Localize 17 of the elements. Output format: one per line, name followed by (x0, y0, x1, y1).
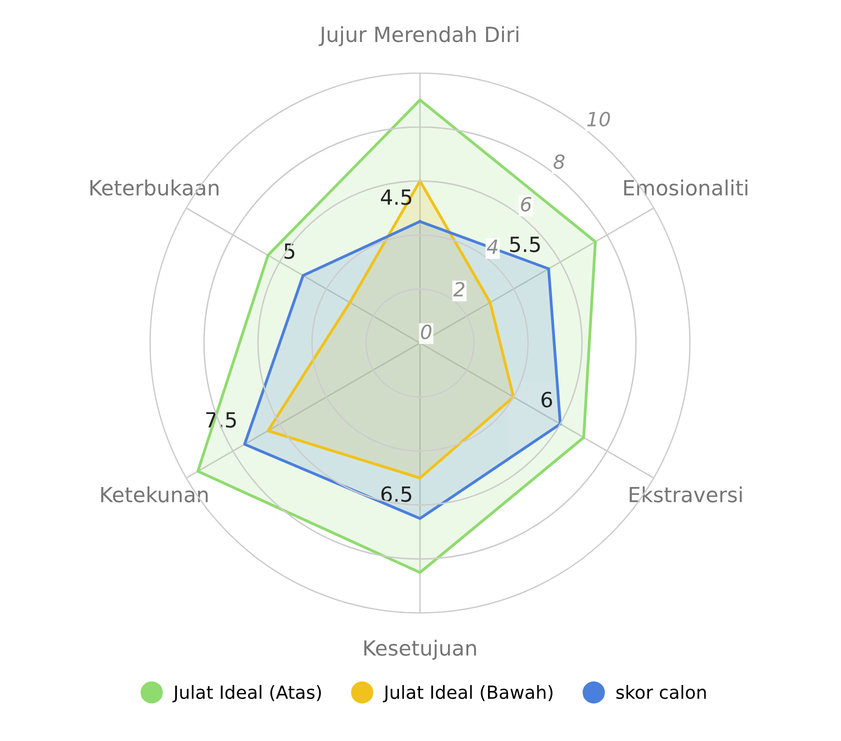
data-label: 5.5 (510, 236, 540, 252)
spoke-label: Jujur Merendah Diri (318, 26, 518, 46)
legend-label: Julat Ideal (Atas) (172, 685, 321, 702)
y-tick-label: 2 (453, 282, 464, 296)
y-tick-label: 10 (587, 112, 610, 126)
y-tick-label: 4 (486, 240, 498, 254)
y-tick-label: 8 (554, 154, 565, 170)
y-tick-label: 0 (420, 324, 432, 340)
spoke-label: Ekstraversi (630, 486, 742, 502)
spoke-label: Emosionaliti (624, 180, 748, 196)
legend-label: Julat Ideal (Bawah) (382, 685, 552, 702)
legend-label: skor calon (616, 685, 706, 700)
spoke-label: Keterbukaan (90, 180, 218, 196)
data-label: 6 (542, 392, 552, 408)
spoke-label: Ketekunan (101, 486, 208, 502)
data-label: 6.5 (381, 486, 412, 502)
spoke-label: Kesetujuan (364, 640, 476, 660)
